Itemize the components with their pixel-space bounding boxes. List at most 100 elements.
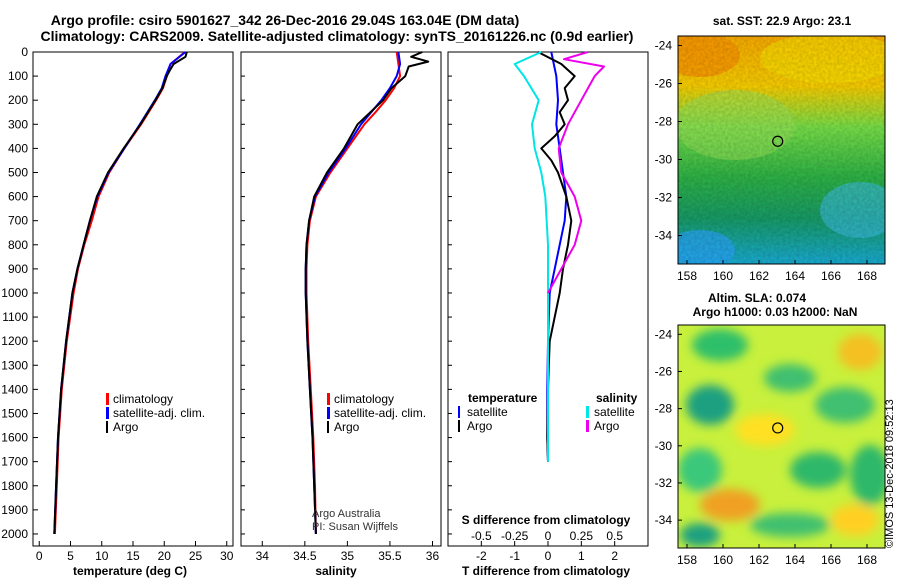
map-y-tick-label: -34 bbox=[655, 513, 673, 527]
depth-tick-label: 2000 bbox=[1, 527, 28, 541]
depth-tick-label: 1000 bbox=[1, 286, 28, 300]
series-salinity-satellite bbox=[513, 51, 549, 462]
depth-tick-label: 1400 bbox=[1, 382, 28, 396]
x-tick-label: 30 bbox=[220, 549, 234, 563]
depth-tick-label: 300 bbox=[8, 117, 28, 131]
sst-map bbox=[678, 36, 885, 264]
legend-swatch-argo bbox=[327, 421, 329, 433]
depth-tick-label: 1200 bbox=[1, 334, 28, 348]
legend-swatch-climatology bbox=[327, 393, 330, 405]
series-climatology bbox=[305, 51, 402, 535]
legend-heading-temperature: temperature bbox=[468, 391, 538, 405]
x-tick-label: -2 bbox=[476, 549, 487, 563]
legend-label-argo: Argo bbox=[113, 420, 139, 434]
sla-map-title: Altim. SLA: 0.074 bbox=[708, 291, 806, 305]
map-y-tick-label: -30 bbox=[655, 153, 673, 167]
depth-tick-label: 700 bbox=[8, 214, 28, 228]
x-tick-label: 35.5 bbox=[378, 549, 402, 563]
series-climatology bbox=[53, 51, 186, 535]
depth-tick-label: 0 bbox=[21, 45, 28, 59]
s-difference-axis-label: S difference from climatology bbox=[462, 513, 631, 527]
depth-axis: 0 100 200 300 400 500 600 700 800 900 1000 1100 1200… bbox=[1, 45, 452, 541]
sst-map-frame bbox=[677, 35, 886, 265]
s-tick-label: -0.25 bbox=[501, 529, 529, 543]
x-tick-label: 2 bbox=[611, 549, 618, 563]
depth-tick-label: 400 bbox=[8, 141, 28, 155]
sst-map-title: sat. SST: 22.9 Argo: 23.1 bbox=[713, 14, 852, 28]
map-x-tick-label: 162 bbox=[749, 269, 769, 283]
legend-label-t-argo: Argo bbox=[467, 419, 493, 433]
map-y-tick-label: -24 bbox=[655, 39, 673, 53]
legend-label-argo: Argo bbox=[334, 420, 360, 434]
x-tick-label: 35 bbox=[341, 549, 355, 563]
sla-map-axes: 158 160 162 164 166 168 -24 -26 -28 -30 -32 -34 bbox=[655, 327, 878, 567]
sla-map-frame bbox=[677, 324, 886, 549]
x-tick-label: 0 bbox=[36, 549, 43, 563]
legend-label-s-argo: Argo bbox=[594, 419, 620, 433]
salinity-axis-label: salinity bbox=[315, 564, 357, 578]
series-temperature-argo bbox=[537, 51, 576, 462]
depth-tick-label: 900 bbox=[8, 262, 28, 276]
difference-legend-temperature: temperature satellite Argo bbox=[458, 391, 538, 433]
x-tick-label: 5 bbox=[67, 549, 74, 563]
s-tick-label: 0.25 bbox=[570, 529, 594, 543]
title-line-2: Climatology: CARS2009. Satellite-adjuste… bbox=[41, 28, 634, 44]
salinity-legend: climatology satellite-adj. clim. Argo bbox=[327, 392, 426, 434]
difference-legend-salinity: salinity satellite Argo bbox=[586, 391, 638, 433]
temperature-panel-frame bbox=[32, 51, 234, 547]
map-x-tick-label: 160 bbox=[713, 269, 733, 283]
legend-swatch-t-satellite bbox=[458, 406, 460, 418]
map-y-tick-label: -30 bbox=[655, 439, 673, 453]
credit-pi: PI: Susan Wijffels bbox=[312, 521, 398, 533]
salinity-plot: 34 34.5 35 35.5 36 bbox=[256, 51, 440, 563]
map-x-tick-label: 166 bbox=[821, 553, 841, 567]
salinity-panel-frame bbox=[240, 51, 442, 547]
series-temperature-satellite bbox=[546, 51, 568, 462]
depth-tick-label: 100 bbox=[8, 69, 28, 83]
map-x-tick-label: 164 bbox=[785, 553, 805, 567]
legend-swatch-climatology bbox=[106, 393, 109, 405]
temperature-plot: 0 5 10 15 20 25 30 bbox=[36, 51, 234, 563]
x-tick-label: 25 bbox=[189, 549, 203, 563]
temperature-legend: climatology satellite-adj. clim. Argo bbox=[106, 392, 205, 434]
depth-tick-label: 800 bbox=[8, 238, 28, 252]
legend-label-satellite: satellite-adj. clim. bbox=[334, 406, 426, 420]
argo-profile-marker bbox=[772, 135, 784, 147]
legend-label-climatology: climatology bbox=[334, 392, 394, 406]
legend-heading-salinity: salinity bbox=[596, 391, 638, 405]
x-tick-label: 34.5 bbox=[293, 549, 317, 563]
t-difference-axis-label: T difference from climatology bbox=[462, 564, 630, 578]
imos-stamp: ©IMOS 13-Dec-2018 09:52:13 bbox=[884, 399, 896, 548]
map-y-tick-label: -24 bbox=[655, 327, 673, 341]
map-x-tick-label: 160 bbox=[713, 553, 733, 567]
map-y-tick-label: -26 bbox=[655, 364, 673, 378]
temperature-axis-label: temperature (deg C) bbox=[73, 564, 187, 578]
legend-label-satellite: satellite-adj. clim. bbox=[113, 406, 205, 420]
legend-swatch-s-argo bbox=[586, 420, 589, 432]
depth-tick-label: 1500 bbox=[1, 406, 28, 420]
map-x-tick-label: 162 bbox=[749, 553, 769, 567]
depth-tick-label: 1100 bbox=[2, 310, 28, 324]
x-tick-label: -1 bbox=[509, 549, 520, 563]
map-x-tick-label: 166 bbox=[821, 269, 841, 283]
legend-label-t-satellite: satellite bbox=[467, 405, 508, 419]
legend-label-climatology: climatology bbox=[113, 392, 173, 406]
x-tick-label: 10 bbox=[95, 549, 109, 563]
sla-map-subtitle: Argo h1000: 0.03 h2000: NaN bbox=[693, 305, 858, 319]
sst-map-axes: 158 160 162 164 166 168 -24 -26 -28 -30 -32 -34 bbox=[655, 39, 878, 284]
credit-argo-australia: Argo Australia bbox=[312, 508, 381, 520]
map-y-tick-label: -32 bbox=[655, 476, 673, 490]
map-y-tick-label: -26 bbox=[655, 77, 673, 91]
depth-tick-label: 600 bbox=[8, 190, 28, 204]
x-tick-label: 0 bbox=[545, 549, 552, 563]
legend-swatch-satellite bbox=[327, 407, 330, 419]
s-tick-label: 0 bbox=[545, 529, 552, 543]
x-tick-label: 20 bbox=[158, 549, 172, 563]
x-tick-label: 36 bbox=[426, 549, 440, 563]
depth-tick-label: 500 bbox=[8, 165, 28, 179]
series-satellite-adj-clim- bbox=[304, 51, 402, 535]
depth-tick-label: 1900 bbox=[1, 503, 28, 517]
depth-tick-label: 1300 bbox=[1, 358, 28, 372]
sla-map bbox=[678, 325, 885, 548]
